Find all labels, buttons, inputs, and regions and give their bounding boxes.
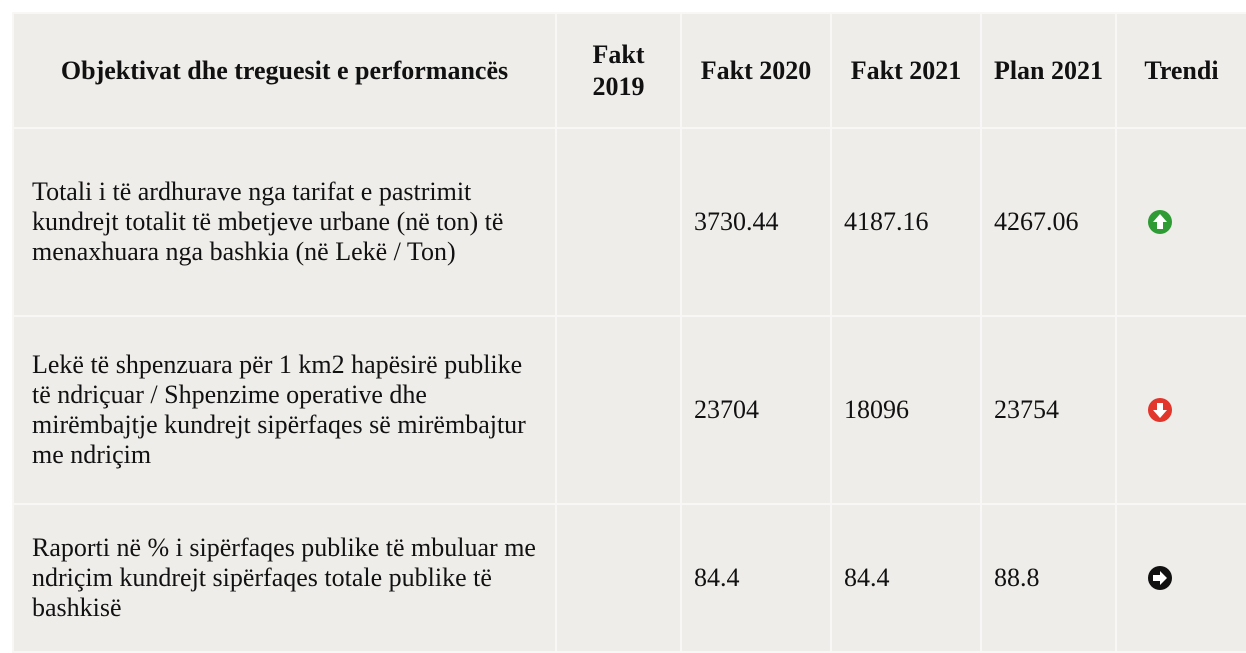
empty-cell xyxy=(555,315,682,505)
header-cell: Fakt 2021 xyxy=(830,12,982,129)
row: Totali i të ardhurave nga tarifat e past… xyxy=(12,127,1246,317)
trend-cell xyxy=(1115,503,1246,653)
empty-cell xyxy=(555,503,682,653)
trend-right-icon xyxy=(1148,566,1172,590)
performance-table: Objektivat dhe treguesit e performancës … xyxy=(12,12,1246,653)
header-cell: Fakt 2019 xyxy=(555,12,682,129)
value: 84.4 xyxy=(830,503,982,653)
value: 4267.06 xyxy=(980,127,1117,317)
header-row: Objektivat dhe treguesit e performancës … xyxy=(12,12,1246,129)
trend-cell xyxy=(1115,315,1246,505)
value: 23704 xyxy=(680,315,832,505)
value: 23754 xyxy=(980,315,1117,505)
header-cell: Trendi xyxy=(1115,12,1246,129)
header-cell: Fakt 2020 xyxy=(680,12,832,129)
value: 88.8 xyxy=(980,503,1117,653)
trend-cell xyxy=(1115,127,1246,317)
value: 4187.16 xyxy=(830,127,982,317)
row: Lekë të shpenzuara për 1 km2 hapësirë pu… xyxy=(12,315,1246,505)
trend-down-icon xyxy=(1148,398,1172,422)
indicator: Raporti në % i sipërfaqes publike të mbu… xyxy=(12,503,557,653)
trend-up-icon xyxy=(1148,210,1172,234)
value: 84.4 xyxy=(680,503,832,653)
indicator: Lekë të shpenzuara për 1 km2 hapësirë pu… xyxy=(12,315,557,505)
empty-cell xyxy=(555,127,682,317)
header-cell: Plan 2021 xyxy=(980,12,1117,129)
value: 18096 xyxy=(830,315,982,505)
value: 3730.44 xyxy=(680,127,832,317)
indicator: Totali i të ardhurave nga tarifat e past… xyxy=(12,127,557,317)
row: Raporti në % i sipërfaqes publike të mbu… xyxy=(12,503,1246,653)
header-cell: Objektivat dhe treguesit e performancës xyxy=(12,12,557,129)
